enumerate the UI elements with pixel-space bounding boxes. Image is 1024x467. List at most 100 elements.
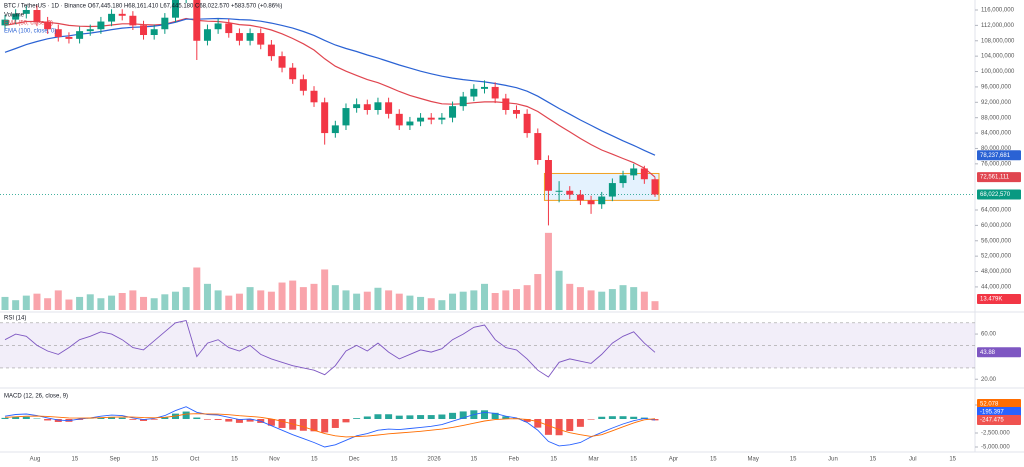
x-tick-label: 15: [391, 457, 398, 463]
volume-bar: [193, 267, 201, 310]
y-tick-label: 92,000,000: [981, 100, 1012, 106]
x-tick-label: 15: [790, 457, 797, 463]
volume-bar: [65, 299, 73, 310]
volume-bar: [214, 290, 222, 310]
x-tick-label: Jul: [909, 457, 917, 463]
volume-bar: [54, 290, 62, 310]
macd-histogram-bar: [406, 415, 414, 419]
candle-body: [363, 104, 371, 110]
x-tick-label: 15: [471, 457, 478, 463]
macd-histogram-bar: [491, 412, 499, 419]
x-tick-label: Sep: [109, 457, 120, 463]
macd-histogram-bar: [481, 410, 489, 419]
macd-histogram-bar: [12, 416, 20, 419]
candle-body: [491, 86, 499, 99]
legend-volume: Volume: [4, 13, 25, 19]
volume-bar: [406, 295, 414, 310]
volume-bar: [353, 293, 361, 310]
y-tick-label: 20.00: [981, 377, 997, 383]
macd-histogram-bar: [246, 418, 254, 422]
candle-body: [395, 113, 403, 126]
candle-body: [481, 86, 489, 89]
y-tick-label: 56,000,000: [981, 238, 1012, 244]
macd-histogram-bar: [97, 417, 105, 419]
y-tick-label: 60,000,000: [981, 223, 1012, 229]
y-tick-label: 52,000,000: [981, 254, 1012, 260]
volume-bar: [395, 293, 403, 310]
x-tick-label: Apr: [669, 457, 678, 463]
macd-histogram-bar: [22, 416, 30, 419]
macd-histogram-bar: [235, 418, 243, 423]
macd-histogram-bar: [523, 418, 531, 422]
volume-bar: [331, 285, 339, 310]
candle-body: [544, 160, 552, 191]
macd-histogram-bar: [566, 418, 574, 432]
volume-bar: [203, 283, 211, 310]
volume-bar: [129, 290, 137, 310]
price-badge: [977, 407, 1021, 417]
candle-body: [459, 96, 467, 107]
price-badge: [977, 399, 1021, 409]
macd-histogram-bar: [108, 416, 116, 419]
volume-bar: [235, 293, 243, 310]
macd-line: [4, 413, 656, 438]
volume-bar: [86, 294, 94, 310]
candle-body: [171, 0, 179, 18]
candle-body: [598, 196, 606, 205]
price-badge: [977, 150, 1021, 161]
candle-body: [608, 183, 616, 197]
x-tick-label: 15: [151, 457, 158, 463]
candle-body: [140, 25, 148, 35]
candle-body: [427, 117, 435, 120]
candle-body: [33, 10, 41, 22]
candle-body: [278, 56, 286, 68]
candle-body: [353, 104, 361, 109]
x-tick-label: Dec: [349, 457, 360, 463]
candle-body: [417, 117, 425, 122]
macd-histogram-bar: [182, 411, 190, 419]
legend-ema: EMA (100, close, 0): [4, 29, 56, 35]
candle-body: [512, 110, 520, 114]
candle-body: [257, 33, 265, 45]
macd-histogram-bar: [576, 418, 584, 427]
price-badge-label: 52.078: [980, 402, 999, 408]
volume-bar: [534, 274, 542, 310]
macd-histogram-bar: [427, 415, 435, 419]
y-tick-label: 76,000,000: [981, 161, 1012, 167]
price-badge-label: 43.88: [980, 350, 996, 356]
volume-bar: [374, 287, 382, 310]
candle-body: [470, 88, 478, 97]
y-tick-label: 48,000,000: [981, 269, 1012, 275]
candle-body: [161, 17, 169, 30]
macd-histogram-bar: [598, 416, 606, 419]
legend-macd: MACD (12, 26, close, 9): [4, 394, 68, 400]
x-tick-label: 15: [311, 457, 318, 463]
volume-bar: [385, 290, 393, 310]
macd-histogram-bar: [587, 418, 595, 420]
x-tick-label: Jun: [828, 457, 838, 463]
macd-histogram-bar: [310, 418, 318, 432]
volume-bar: [140, 296, 148, 310]
candle-body: [108, 13, 116, 22]
candle-body: [555, 190, 563, 192]
macd-histogram-bar: [544, 418, 552, 435]
candle-body: [438, 117, 446, 120]
candle-body: [44, 21, 52, 30]
y-tick-label: 60.00: [981, 332, 997, 338]
volume-bar: [427, 298, 435, 310]
overlay: 116,000,000 112,000,000 108,000,000 104,000…: [0, 4, 1021, 463]
volume-bar: [651, 301, 659, 310]
macd-histogram-bar: [299, 418, 307, 431]
volume-bar: [459, 291, 467, 310]
y-tick-label: 104,000,000: [981, 54, 1015, 60]
volume-bar: [267, 291, 275, 310]
volume-bar: [566, 283, 574, 310]
candle-body: [619, 175, 627, 184]
macd-histogram-bar: [353, 418, 361, 419]
macd-histogram-bar: [385, 414, 393, 419]
candle-body: [86, 29, 94, 32]
legend-ema: EMA (50, close, 0): [4, 21, 53, 27]
macd-histogram-bar: [225, 418, 233, 422]
price-badge-label: 78,237,681: [980, 153, 1011, 159]
